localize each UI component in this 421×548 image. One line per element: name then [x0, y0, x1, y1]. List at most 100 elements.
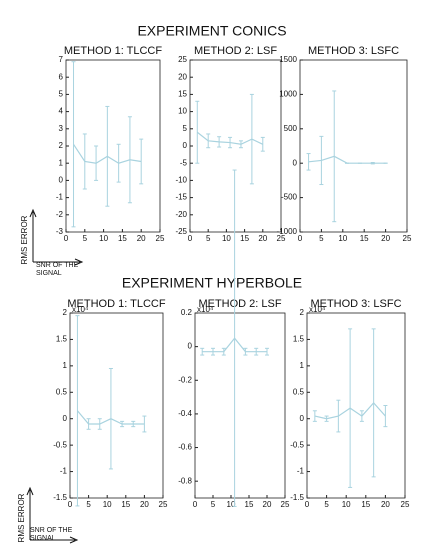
- y-tick-label: 7: [59, 55, 64, 64]
- y-tick-label: -0.8: [178, 476, 192, 485]
- y-tick-label: -25: [175, 227, 187, 236]
- y-tick-label: 5: [59, 90, 64, 99]
- x-tick-label: 0: [298, 234, 303, 243]
- error-bar: [195, 100, 200, 164]
- y-tick-label: -0.5: [53, 440, 67, 449]
- error-bar: [71, 61, 76, 228]
- y-tick-label: -1.5: [53, 493, 67, 502]
- x-tick-label: 20: [140, 500, 149, 509]
- y-tick-label: 0.2: [181, 308, 193, 317]
- x-tick-label: 15: [361, 500, 370, 509]
- y-tick-label: -1000: [277, 227, 298, 236]
- plot-frame: [306, 312, 406, 499]
- x-tick-label: 20: [381, 500, 390, 509]
- x-tick-label: 5: [206, 234, 211, 243]
- error-bar: [249, 93, 254, 185]
- y-tick-label: 4: [59, 107, 64, 116]
- error-bar: [348, 328, 353, 488]
- error-bar: [94, 145, 99, 181]
- error-bar: [312, 410, 317, 422]
- x-tick-label: 10: [342, 500, 351, 509]
- y-tick-label: 3: [59, 124, 64, 133]
- y-tick-label: 1: [300, 361, 305, 370]
- error-bar: [221, 347, 226, 356]
- plot-frame: [65, 59, 161, 233]
- error-bar: [336, 399, 341, 433]
- plot-frame: [194, 312, 286, 499]
- y-tick-label: -20: [175, 210, 187, 219]
- y-tick-label: 0: [183, 141, 188, 150]
- y-tick-label: 10: [178, 107, 187, 116]
- x-tick-label: 20: [258, 234, 267, 243]
- x-tick-label: 15: [121, 500, 130, 509]
- y-tick-label: -0.2: [178, 375, 192, 384]
- y-tick-label: -15: [175, 193, 187, 202]
- y-tick-label: 5: [183, 124, 188, 133]
- y-tick-label: 2: [59, 141, 64, 150]
- y-tick-label: 1: [59, 158, 64, 167]
- y-tick-label: 15: [178, 90, 187, 99]
- y-tick-label: -1: [297, 467, 305, 476]
- error-bar: [116, 143, 121, 183]
- y-axis-label: RMS ERROR: [20, 215, 29, 264]
- chart-title: METHOD 3: LSFC: [310, 298, 401, 310]
- chart-title: METHOD 2: LSF: [198, 298, 281, 310]
- error-bar: [120, 420, 125, 428]
- y-tick-label: 20: [178, 72, 187, 81]
- error-bar: [97, 418, 102, 430]
- y-tick-label: 0: [59, 176, 64, 185]
- y-tick-label: 500: [284, 124, 298, 133]
- error-bar: [254, 347, 259, 356]
- x-tick-label: 0: [64, 234, 69, 243]
- axis-arrows: [26, 208, 84, 544]
- x-tick-label: 15: [360, 234, 369, 243]
- x-tick-label: 20: [263, 500, 272, 509]
- y-tick-label: 0.5: [56, 387, 68, 396]
- error-bar: [139, 138, 144, 185]
- y-tick-label: 0: [300, 414, 305, 423]
- y-tick-label: -1: [60, 467, 68, 476]
- y-tick-label: 25: [178, 55, 187, 64]
- x-tick-label: 25: [156, 234, 165, 243]
- error-bar: [131, 420, 136, 428]
- y-tick-label: -5: [180, 158, 188, 167]
- x-tick-label: 0: [193, 500, 198, 509]
- error-bar: [200, 347, 205, 356]
- y-tick-label: -0.5: [290, 440, 304, 449]
- x-tick-label: 5: [211, 500, 216, 509]
- x-tick-label: 15: [118, 234, 127, 243]
- error-bar: [260, 136, 265, 152]
- error-bar: [238, 140, 243, 149]
- error-bar: [105, 105, 110, 207]
- x-tick-label: 25: [401, 500, 410, 509]
- error-bar: [228, 136, 233, 149]
- x-tick-label: 5: [83, 234, 88, 243]
- x-tick-label: 0: [305, 500, 310, 509]
- x-axis-label: SNR OF THE SIGNAL: [30, 527, 73, 542]
- chart-title: METHOD 2: LSF: [194, 45, 277, 57]
- y-tick-label: -0.4: [178, 409, 192, 418]
- error-bar: [370, 162, 375, 165]
- plot-frame: [299, 59, 408, 233]
- error-bar: [243, 347, 248, 356]
- y-tick-label: 6: [59, 72, 64, 81]
- error-bar: [359, 410, 364, 422]
- y-tick-label: 1.5: [293, 335, 305, 344]
- plot-frame: [189, 59, 282, 233]
- error-bar: [142, 415, 147, 433]
- error-bar: [217, 136, 222, 148]
- error-bar: [127, 116, 132, 204]
- y-tick-label: -500: [281, 193, 298, 202]
- plot-frame: [69, 312, 164, 499]
- error-bar: [383, 405, 388, 428]
- x-tick-label: 5: [319, 234, 324, 243]
- y-tick-label: -0.6: [178, 443, 192, 452]
- x-tick-label: 5: [86, 500, 91, 509]
- y-tick-label: 2: [300, 308, 305, 317]
- y-tick-label: 0.5: [293, 387, 305, 396]
- x-tick-label: 10: [227, 500, 236, 509]
- chart-title: METHOD 1: TLCCF: [67, 298, 165, 310]
- x-tick-label: 10: [338, 234, 347, 243]
